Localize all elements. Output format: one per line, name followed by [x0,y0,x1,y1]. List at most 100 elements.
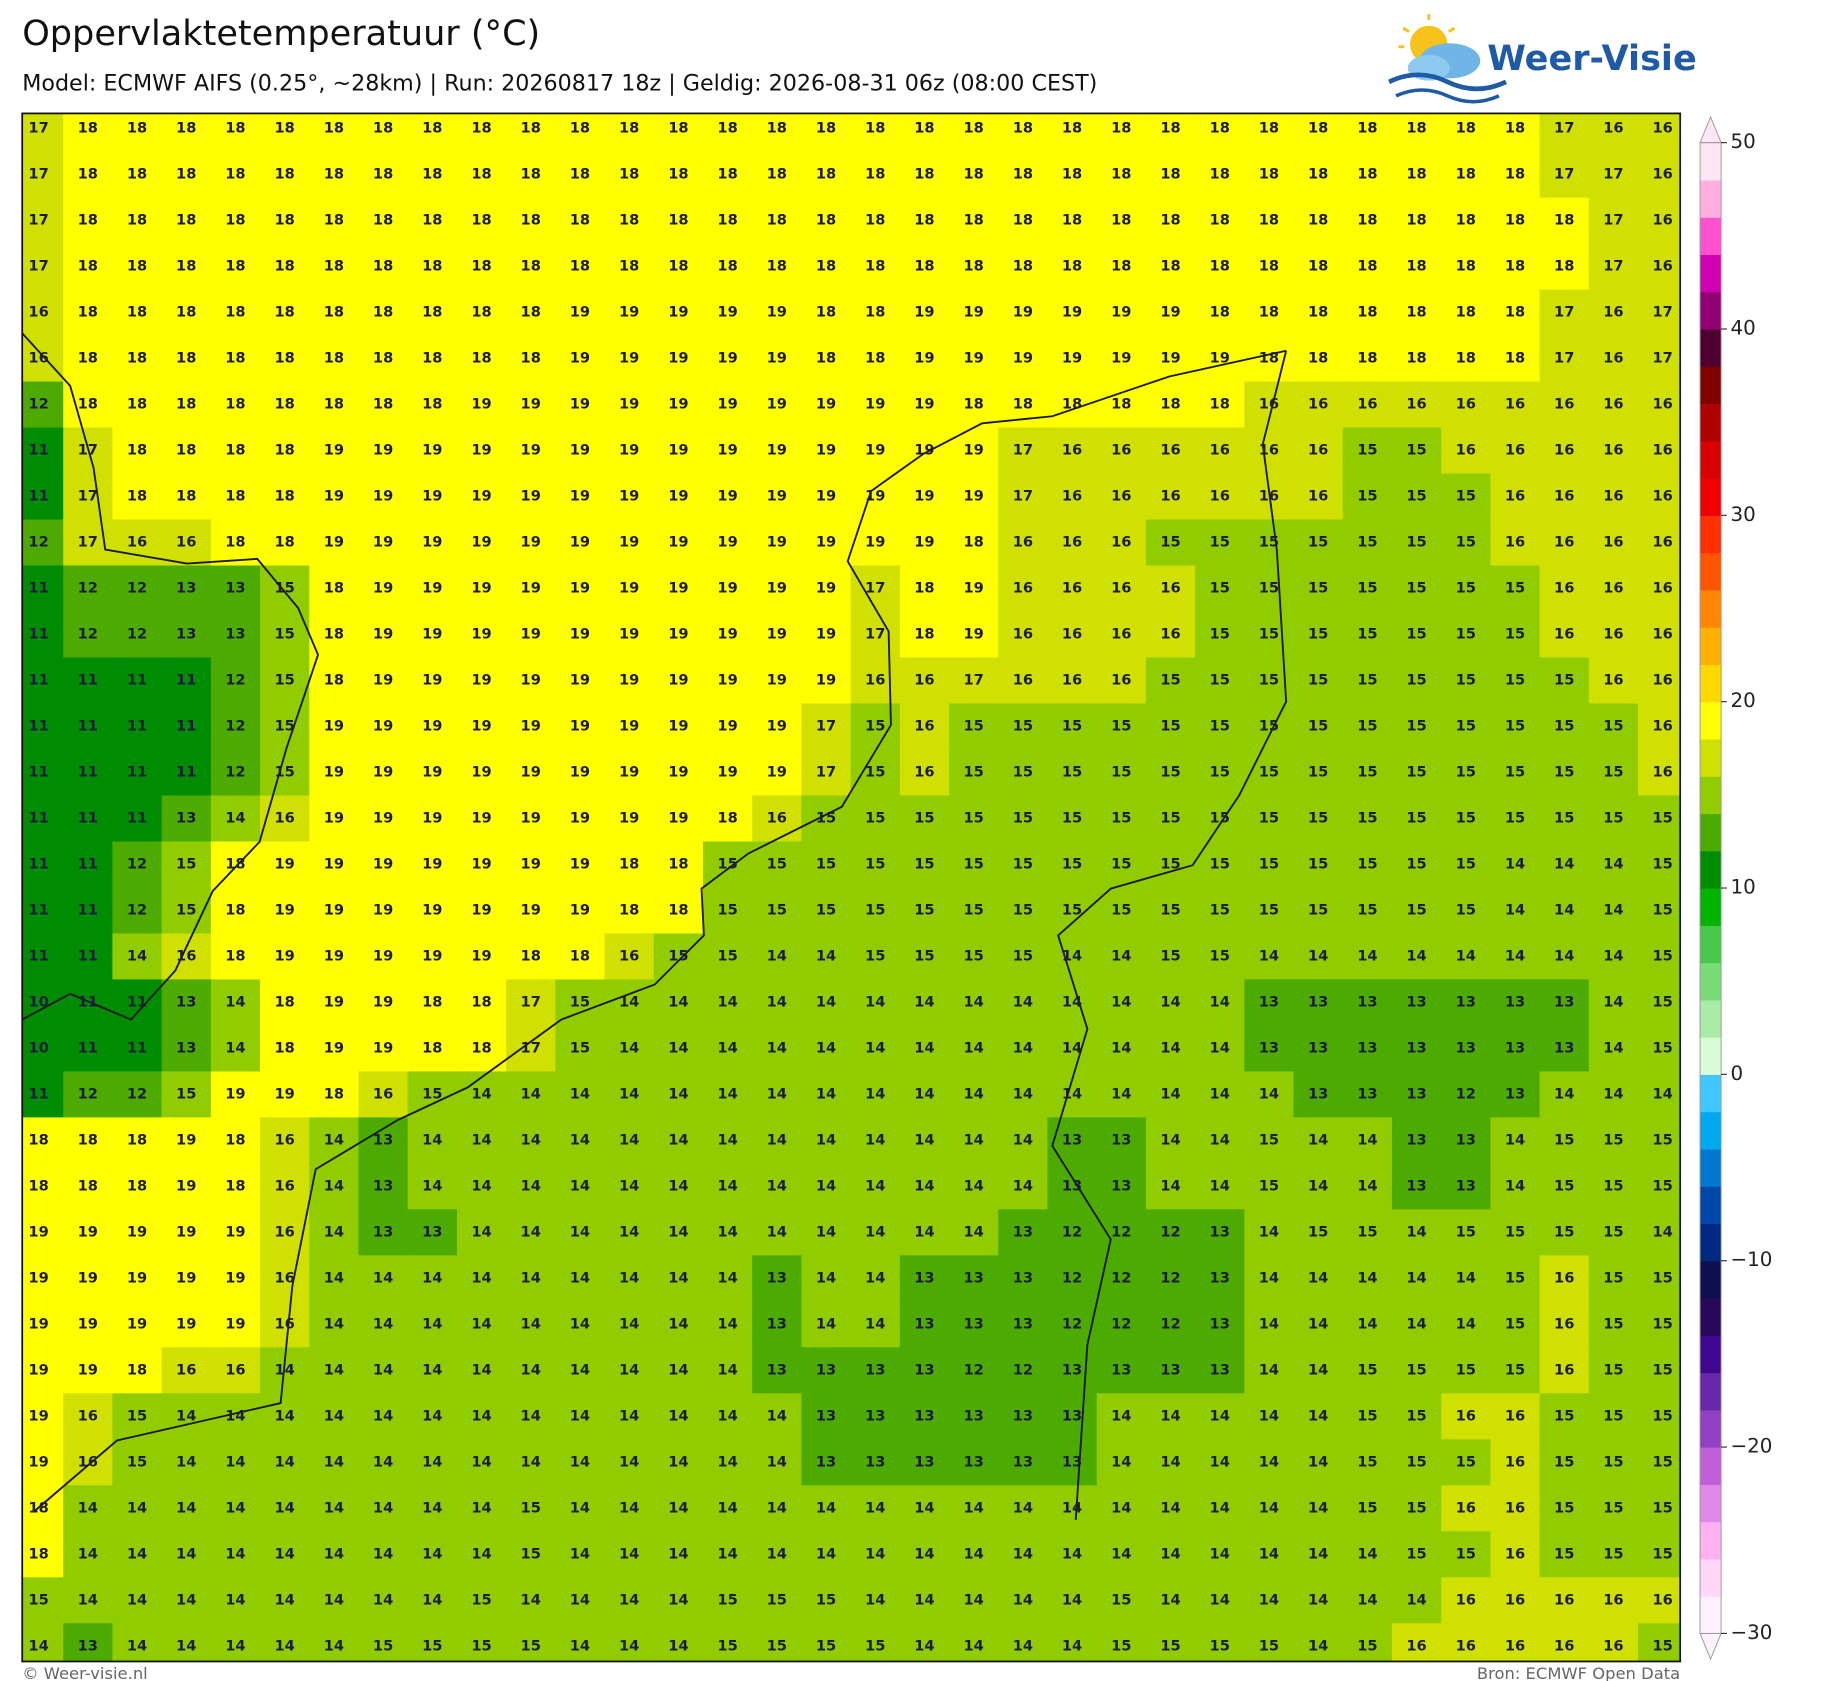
temp-label: 14 [1013,1545,1033,1562]
temp-label: 15 [1505,763,1525,780]
temp-cell [998,841,1049,889]
temp-label: 18 [521,350,541,367]
temp-cell [22,1163,64,1211]
temp-label: 14 [471,1223,491,1240]
temp-cell [949,703,999,751]
temp-label: 15 [717,1637,737,1654]
temp-label: 14 [1210,1499,1230,1516]
temp-label: 16 [1652,166,1672,183]
temp-cell [112,1623,163,1662]
temp-cell [702,749,753,797]
temp-cell [604,473,655,521]
temp-cell [260,1301,310,1349]
temp-cell [653,795,704,843]
temp-cell [1391,887,1442,935]
temp-label: 19 [1160,304,1180,321]
temp-label: 11 [176,763,196,780]
temp-cell [22,795,64,843]
temp-cell [653,243,704,291]
temp-cell [1096,1071,1147,1119]
temp-cell [161,243,212,291]
temp-label: 12 [963,1361,983,1378]
temp-label: 14 [274,1637,294,1654]
temp-label: 14 [1652,1223,1672,1240]
temp-label: 13 [176,993,196,1010]
temp-label: 14 [1111,1499,1131,1516]
colorbar-tick-label: 0 [1730,1062,1743,1085]
temp-label: 17 [865,580,885,597]
temp-cell [555,1209,606,1257]
temp-label: 16 [1013,580,1033,597]
temp-cell [1588,1025,1639,1073]
temp-label: 18 [914,212,934,229]
temp-label: 19 [717,580,737,597]
temp-label: 14 [668,1545,688,1562]
temp-cell [850,657,901,705]
temp-label: 18 [963,120,983,137]
temp-label: 18 [1062,166,1082,183]
temp-label: 13 [176,809,196,826]
temp-label: 15 [1013,947,1033,964]
temp-label: 14 [816,1039,836,1056]
temp-cell [358,113,409,153]
temp-label: 15 [422,1085,442,1102]
temp-cell [1244,703,1295,751]
colorbar-band [1700,366,1722,405]
temp-label: 14 [619,993,639,1010]
temp-label: 16 [176,534,196,551]
temp-label: 13 [816,1453,836,1470]
temp-cell [260,243,310,291]
temp-cell [1391,1025,1442,1073]
temp-label: 13 [1308,993,1328,1010]
temp-cell [260,335,310,383]
temp-label: 15 [1111,809,1131,826]
temp-label: 14 [324,1223,344,1240]
temp-label: 15 [1652,855,1672,872]
temp-label: 15 [963,763,983,780]
temp-cell [22,381,64,429]
temp-label: 19 [570,763,590,780]
temp-cell [752,703,803,751]
temp-cell [456,657,507,705]
temp-cell [998,151,1049,199]
temp-label: 16 [1505,488,1525,505]
temp-label: 14 [1111,993,1131,1010]
temp-cell [1539,1623,1590,1662]
temp-label: 15 [1456,717,1476,734]
temp-label: 15 [914,809,934,826]
temp-cell [1195,1209,1246,1257]
temp-cell [998,519,1049,567]
temp-label: 15 [1652,1131,1672,1148]
temp-label: 11 [28,442,48,459]
temp-label: 15 [1308,626,1328,643]
logo-text: Weer-Visie [1487,38,1696,79]
temp-label: 14 [274,1407,294,1424]
temp-label: 14 [373,1499,393,1516]
temp-cell [1441,1255,1492,1303]
temp-label: 19 [570,442,590,459]
temp-cell [899,1301,950,1349]
temp-label: 19 [914,488,934,505]
temp-label: 15 [816,809,836,826]
temp-label: 18 [717,258,737,275]
temp-cell [506,289,557,337]
temp-label: 19 [471,947,491,964]
temp-cell [555,1025,606,1073]
temp-cell [1588,381,1639,429]
temp-cell [260,113,310,153]
temp-cell [161,703,212,751]
temp-cell [358,289,409,337]
temp-cell [1342,1301,1393,1349]
temp-label: 14 [619,1361,639,1378]
temp-cell [112,979,163,1027]
temp-cell [1342,381,1393,429]
temp-cell [555,703,606,751]
temp-label: 15 [1505,580,1525,597]
temp-cell [63,565,114,613]
temp-cell [801,1439,852,1487]
temp-cell [22,887,64,935]
colorbar-band [1700,962,1722,1001]
temp-cell [456,749,507,797]
temp-label: 14 [1013,1499,1033,1516]
temp-cell [1441,151,1492,199]
